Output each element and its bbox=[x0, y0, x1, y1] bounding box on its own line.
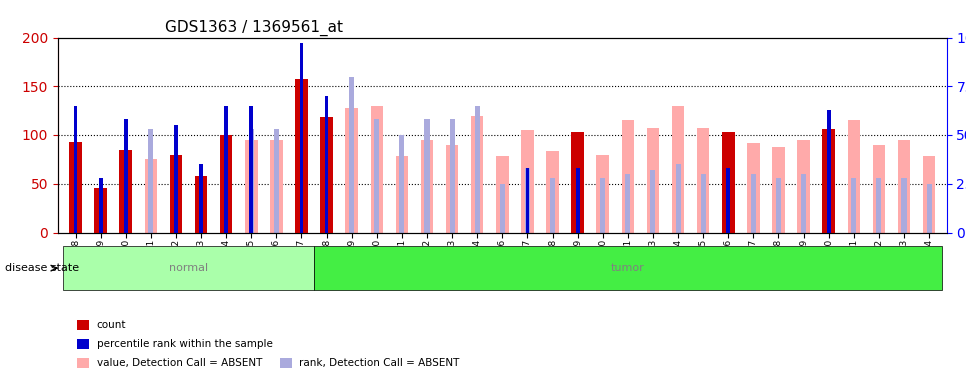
Bar bbox=[421, 140, 434, 232]
Bar bbox=[349, 76, 355, 232]
FancyBboxPatch shape bbox=[314, 246, 942, 290]
Text: rank, Detection Call = ABSENT: rank, Detection Call = ABSENT bbox=[299, 357, 460, 368]
Bar bbox=[374, 119, 380, 232]
Bar bbox=[897, 140, 910, 232]
Bar bbox=[525, 168, 530, 232]
Bar bbox=[621, 120, 634, 232]
Bar bbox=[249, 129, 254, 232]
Bar bbox=[245, 140, 258, 232]
Bar bbox=[546, 151, 558, 232]
Bar bbox=[499, 184, 505, 232]
Bar bbox=[747, 143, 759, 232]
Text: normal: normal bbox=[169, 263, 208, 273]
Bar bbox=[396, 156, 409, 232]
Bar bbox=[73, 106, 77, 232]
Bar bbox=[521, 130, 533, 232]
Bar bbox=[346, 108, 358, 232]
Bar bbox=[474, 106, 480, 232]
Bar bbox=[77, 339, 89, 349]
Bar bbox=[149, 129, 154, 232]
Bar bbox=[926, 184, 931, 232]
Bar bbox=[399, 135, 405, 232]
Bar bbox=[270, 140, 283, 232]
Bar bbox=[726, 168, 730, 232]
Bar bbox=[120, 150, 132, 232]
Bar bbox=[170, 154, 183, 232]
Bar bbox=[576, 168, 580, 232]
Bar bbox=[847, 120, 860, 232]
Bar bbox=[675, 164, 681, 232]
Bar bbox=[446, 145, 459, 232]
Bar bbox=[195, 176, 208, 232]
Bar bbox=[646, 128, 659, 232]
Bar bbox=[550, 178, 555, 232]
Bar bbox=[851, 178, 856, 232]
Bar bbox=[220, 135, 233, 232]
Bar bbox=[99, 178, 102, 232]
Text: tumor: tumor bbox=[611, 263, 644, 273]
Text: percentile rank within the sample: percentile rank within the sample bbox=[97, 339, 272, 349]
Bar bbox=[70, 142, 82, 232]
Bar bbox=[776, 178, 781, 232]
Bar bbox=[299, 44, 303, 232]
Bar bbox=[625, 174, 631, 232]
Bar bbox=[321, 117, 333, 232]
Text: disease state: disease state bbox=[5, 263, 79, 273]
Bar bbox=[77, 320, 89, 330]
Bar bbox=[901, 178, 906, 232]
Bar bbox=[199, 164, 203, 232]
Bar bbox=[296, 80, 308, 232]
Bar bbox=[801, 174, 806, 232]
Bar bbox=[700, 174, 706, 232]
Text: GDS1363 / 1369561_at: GDS1363 / 1369561_at bbox=[164, 20, 343, 36]
Bar bbox=[923, 156, 935, 232]
Bar bbox=[650, 170, 656, 232]
Bar bbox=[671, 106, 684, 232]
Bar bbox=[471, 116, 484, 232]
Bar bbox=[876, 178, 881, 232]
FancyBboxPatch shape bbox=[63, 246, 314, 290]
Text: value, Detection Call = ABSENT: value, Detection Call = ABSENT bbox=[97, 357, 262, 368]
Bar bbox=[174, 125, 178, 232]
Bar bbox=[325, 96, 328, 232]
Bar bbox=[124, 119, 128, 232]
Bar bbox=[827, 110, 831, 232]
Bar bbox=[449, 119, 455, 232]
Bar bbox=[249, 106, 253, 232]
Text: count: count bbox=[97, 320, 127, 330]
Bar bbox=[872, 145, 885, 232]
Bar bbox=[722, 132, 734, 232]
Bar bbox=[95, 188, 107, 232]
Bar bbox=[772, 147, 784, 232]
Bar bbox=[224, 106, 228, 232]
Bar bbox=[797, 140, 810, 232]
Bar bbox=[696, 128, 709, 232]
Bar bbox=[145, 159, 157, 232]
Bar bbox=[751, 174, 755, 232]
Bar bbox=[600, 178, 606, 232]
Bar bbox=[280, 358, 292, 368]
Bar bbox=[822, 129, 835, 232]
Bar bbox=[371, 106, 384, 232]
Bar bbox=[596, 154, 609, 232]
Bar bbox=[274, 129, 279, 232]
Bar bbox=[424, 119, 430, 232]
Bar bbox=[77, 358, 89, 368]
Bar bbox=[571, 132, 583, 232]
Bar bbox=[497, 156, 508, 232]
Bar bbox=[526, 168, 529, 232]
